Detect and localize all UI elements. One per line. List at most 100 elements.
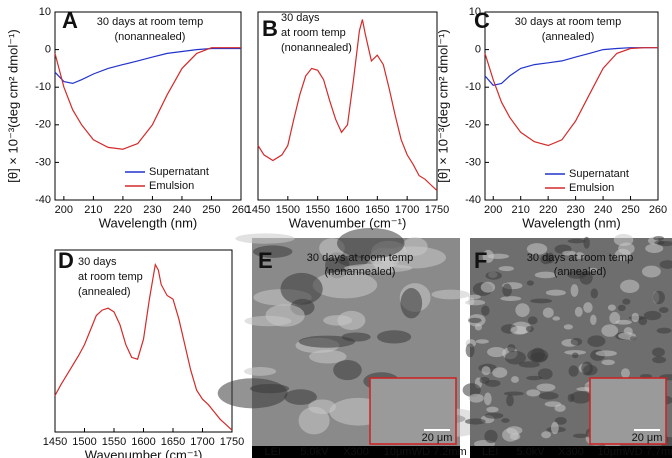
sem-texture — [645, 243, 664, 253]
info-text: WD 7.7mm — [624, 446, 672, 458]
x-tick-label: 1450 — [43, 436, 67, 448]
x-tick-label: 230 — [143, 204, 161, 216]
sem-texture — [538, 391, 559, 400]
panel: 1450 1500 1550 1600 1650 1700 1750 Wavenumber (… — [246, 11, 449, 230]
sem-texture — [526, 375, 543, 381]
sem-texture — [479, 376, 490, 384]
x-tick-label: 210 — [84, 204, 102, 216]
sem-texture — [552, 316, 561, 321]
sem-texture — [402, 237, 428, 256]
info-text: LEI — [265, 446, 282, 458]
x-tick-label: 240 — [173, 204, 191, 216]
sem-texture — [595, 350, 617, 357]
sem-texture — [527, 316, 538, 325]
sem-texture — [530, 298, 553, 304]
panel: 200 210 220 230 240 250 260 -40 -30 -20 -10 0 10 Wave… — [435, 6, 667, 231]
legend-label: Emulsion — [569, 182, 614, 194]
info-text: X300 — [558, 446, 584, 458]
x-tick-label: 1600 — [335, 204, 359, 216]
info-bar — [470, 446, 672, 458]
sem-texture — [643, 310, 662, 321]
info-text: WD 7.2mm — [412, 446, 467, 458]
sem-texture — [400, 288, 423, 319]
sem-texture — [482, 249, 494, 263]
panel: 20 μm LEI 5.0kV X300 10μm WD 7.2mm E 30 days at… — [217, 227, 484, 458]
y-tick-label: -30 — [465, 156, 481, 168]
panel-label: A — [62, 8, 78, 33]
plot-frame — [54, 11, 242, 201]
sem-texture — [492, 367, 508, 378]
x-tick-label: 260 — [649, 204, 667, 216]
plot-frame — [484, 11, 659, 201]
scale-bar-label: 20 μm — [632, 432, 663, 444]
sem-texture — [601, 359, 615, 366]
info-bar — [252, 446, 460, 458]
panel-label: C — [474, 8, 490, 33]
sem-texture — [309, 349, 347, 364]
sem-texture — [481, 305, 490, 316]
x-tick-label: 250 — [621, 204, 639, 216]
sem-texture — [659, 260, 672, 269]
x-tick-label: 1550 — [305, 204, 329, 216]
sem-texture — [526, 389, 541, 397]
sem-texture — [250, 383, 290, 394]
annotation: (nonannealed) — [115, 31, 186, 43]
y-tick-label: -40 — [35, 194, 51, 206]
sem-texture — [570, 337, 583, 346]
y-tick-label: 10 — [469, 6, 481, 18]
x-tick-label: 1500 — [72, 436, 96, 448]
sem-texture — [574, 306, 583, 317]
x-axis-label: Wavenumber (cm⁻¹) — [289, 215, 407, 230]
sem-texture — [480, 281, 496, 293]
x-tick-label: 1550 — [102, 436, 126, 448]
sem-texture — [564, 350, 587, 355]
sem-texture — [462, 383, 481, 397]
sem-texture — [542, 307, 554, 318]
sem-texture — [505, 350, 526, 365]
sem-texture — [641, 265, 661, 278]
sem-texture — [253, 245, 293, 258]
sem-texture — [622, 298, 631, 305]
sem-texture — [583, 302, 593, 313]
sem-texture — [526, 280, 534, 286]
sem-texture — [464, 418, 486, 425]
x-tick-label: 200 — [55, 204, 73, 216]
y-tick-label: -20 — [465, 119, 481, 131]
sem-texture — [506, 394, 514, 407]
annotation: at room temp — [281, 27, 346, 39]
x-tick-label: 230 — [566, 204, 584, 216]
sem-texture — [567, 238, 586, 244]
sem-texture — [483, 392, 492, 406]
sem-texture — [475, 339, 489, 344]
sem-texture — [567, 393, 575, 403]
x-tick-label: 260 — [232, 204, 250, 216]
sem-texture — [572, 352, 579, 359]
sem-texture — [652, 356, 667, 364]
sem-texture — [465, 343, 475, 358]
sem-texture — [572, 433, 589, 438]
sem-texture — [531, 347, 545, 362]
sem-texture — [526, 243, 548, 255]
sem-texture — [534, 271, 557, 279]
info-text: 5.0kV — [517, 446, 546, 458]
sem-texture — [657, 241, 672, 247]
sem-texture — [298, 335, 356, 348]
sem-texture — [607, 304, 616, 311]
x-tick-label: 1700 — [395, 204, 419, 216]
sem-texture — [498, 266, 514, 272]
y-tick-label: -40 — [465, 194, 481, 206]
sem-texture — [518, 361, 540, 368]
y-tick-label: 0 — [45, 44, 51, 56]
y-tick-label: 10 — [39, 6, 51, 18]
sem-texture — [284, 389, 317, 405]
panel-label: D — [58, 248, 74, 273]
sem-texture — [570, 284, 579, 297]
sem-texture — [562, 250, 576, 256]
sem-texture — [217, 378, 288, 409]
sem-texture — [579, 270, 593, 285]
sem-texture — [484, 429, 498, 444]
x-tick-label: 220 — [114, 204, 132, 216]
data-line — [257, 19, 438, 192]
sem-texture — [541, 431, 552, 439]
